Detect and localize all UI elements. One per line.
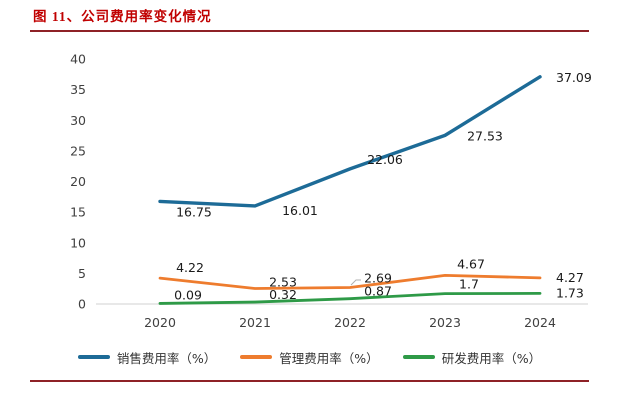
legend-label: 研发费用率（%） xyxy=(441,350,542,366)
top-divider-line xyxy=(30,30,589,32)
y-axis-tick-label: 20 xyxy=(70,174,86,189)
y-axis-tick-label: 30 xyxy=(70,113,86,128)
y-axis-tick-label: 5 xyxy=(78,266,86,281)
data-point-label: 4.27 xyxy=(556,270,584,285)
y-axis-tick-label: 25 xyxy=(70,143,86,158)
y-axis-tick-label: 15 xyxy=(70,205,86,220)
bottom-divider-line xyxy=(30,380,589,382)
y-axis-tick-label: 35 xyxy=(70,82,86,97)
x-axis-tick-label: 2024 xyxy=(524,315,556,330)
x-axis-tick-label: 2023 xyxy=(429,315,461,330)
data-point-label: 22.06 xyxy=(367,152,403,167)
chart-legend: 销售费用率（%） 管理费用率（%） 研发费用率（%） xyxy=(0,348,619,367)
series-line-2 xyxy=(158,292,542,305)
y-axis-tick-label: 10 xyxy=(70,235,86,250)
data-point-label: 1.73 xyxy=(556,285,584,300)
legend-line-swatch xyxy=(402,355,435,359)
data-point-label: 16.75 xyxy=(176,204,212,219)
label-leader-line xyxy=(350,279,361,286)
data-point-label: 2.69 xyxy=(364,271,392,286)
legend-line-swatch xyxy=(240,355,273,359)
legend-label: 管理费用率（%） xyxy=(279,350,379,366)
data-point-label: 0.32 xyxy=(269,287,297,302)
data-point-label: 0.09 xyxy=(174,287,202,302)
data-point-label: 27.53 xyxy=(467,128,503,143)
figure-title: 图 11、公司费用率变化情况 xyxy=(33,9,212,24)
legend-item-2: 研发费用率（%） xyxy=(402,348,542,367)
series-line-0 xyxy=(158,75,542,208)
legend-label: 销售费用率（%） xyxy=(116,350,217,366)
legend-line-swatch xyxy=(77,355,110,359)
legend-item-1: 管理费用率（%） xyxy=(240,348,379,367)
data-point-label: 4.67 xyxy=(457,256,485,271)
expense-ratio-line-chart: 0 5 10 15 20 25 30 35 40 2020 2021 2022 2023 2024 16.7… xyxy=(70,52,592,331)
data-point-label: 0.87 xyxy=(364,284,392,299)
x-axis-tick-label: 2022 xyxy=(334,315,366,330)
y-axis-tick-label: 0 xyxy=(78,297,86,312)
data-point-label: 4.22 xyxy=(176,260,204,275)
legend-item-0: 销售费用率（%） xyxy=(77,348,217,367)
data-point-label: 16.01 xyxy=(282,203,318,218)
data-point-label: 1.7 xyxy=(459,277,479,292)
data-point-label: 37.09 xyxy=(556,70,592,85)
x-axis-tick-label: 2020 xyxy=(144,315,176,330)
x-axis-tick-label: 2021 xyxy=(239,315,271,330)
series-line-1 xyxy=(158,273,542,290)
y-axis-tick-label: 40 xyxy=(70,52,86,67)
report-figure-page: 图 11、公司费用率变化情况 0 5 10 15 20 25 30 35 40 2020 2021 2… xyxy=(0,8,619,408)
data-point-label: 2.53 xyxy=(269,275,297,290)
